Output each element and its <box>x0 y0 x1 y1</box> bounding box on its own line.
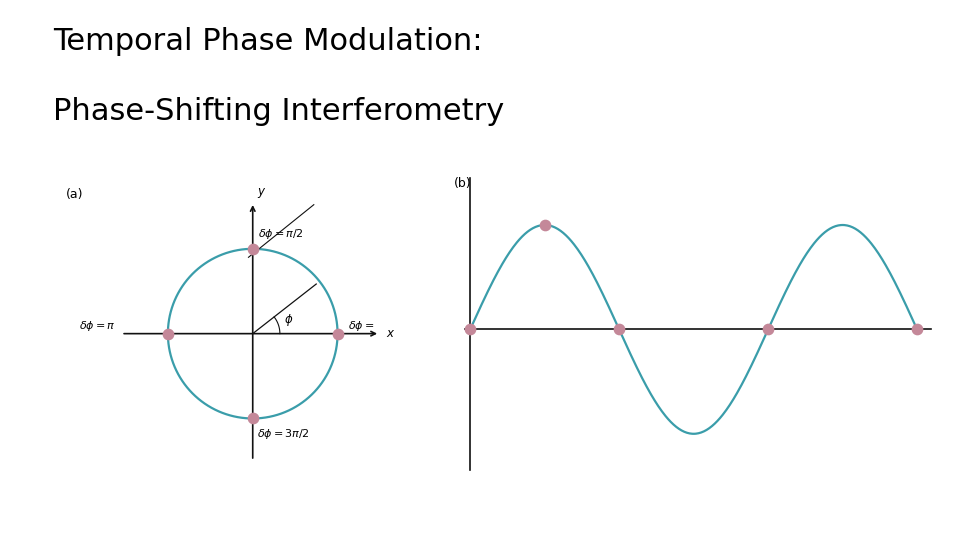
Text: $\delta\phi = \pi/2$: $\delta\phi = \pi/2$ <box>258 227 303 241</box>
Text: $\delta\phi = 3\pi/2$: $\delta\phi = 3\pi/2$ <box>257 427 310 441</box>
Point <box>612 325 627 334</box>
Text: $\delta\phi = \pi$: $\delta\phi = \pi$ <box>79 319 115 333</box>
Text: y: y <box>257 185 264 198</box>
Text: Temporal Phase Modulation:: Temporal Phase Modulation: <box>53 27 482 56</box>
Point <box>463 325 478 334</box>
Point <box>760 325 776 334</box>
Point <box>160 329 176 338</box>
Point <box>537 221 552 230</box>
Text: (b): (b) <box>453 177 471 190</box>
Point <box>909 325 924 334</box>
Text: ϕ: ϕ <box>285 313 293 326</box>
Text: $\delta\phi =$: $\delta\phi =$ <box>348 319 374 333</box>
Point <box>245 245 260 253</box>
Text: Phase-Shifting Interferometry: Phase-Shifting Interferometry <box>53 97 504 126</box>
Text: x: x <box>387 327 394 340</box>
Point <box>330 329 346 338</box>
Text: (a): (a) <box>66 188 84 201</box>
Point <box>245 414 260 423</box>
